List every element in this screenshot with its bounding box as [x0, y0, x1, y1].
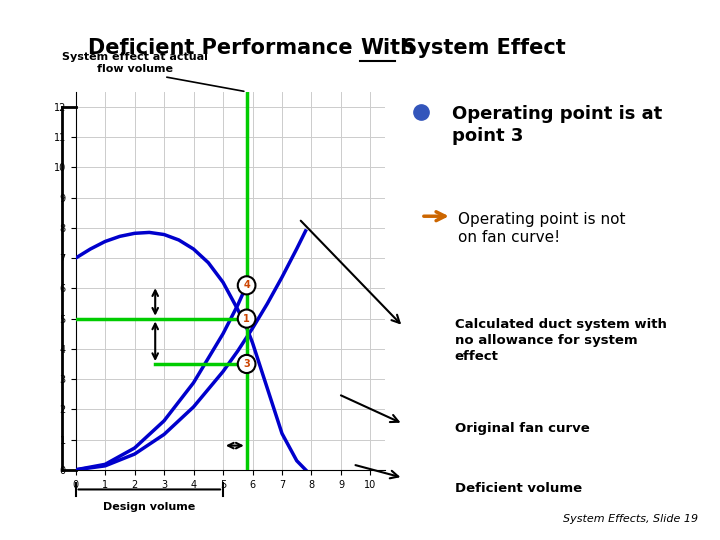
Text: Operating point is at
point 3: Operating point is at point 3 — [451, 105, 662, 145]
Text: Operating point is not
on fan curve!: Operating point is not on fan curve! — [458, 212, 625, 245]
Text: Design volume: Design volume — [103, 502, 195, 511]
Text: Deficient Performance: Deficient Performance — [88, 38, 360, 58]
Text: Deficient volume: Deficient volume — [455, 482, 582, 495]
Circle shape — [238, 276, 256, 294]
Text: 1: 1 — [243, 314, 250, 323]
Text: Original fan curve: Original fan curve — [455, 422, 590, 435]
Text: System Effect: System Effect — [395, 38, 565, 58]
Circle shape — [238, 355, 256, 373]
Text: Calculated duct system with
no allowance for system
effect: Calculated duct system with no allowance… — [455, 319, 667, 363]
Text: 4: 4 — [243, 280, 250, 291]
Text: System Effects, Slide 19: System Effects, Slide 19 — [563, 515, 698, 524]
Text: System effect at actual
flow volume: System effect at actual flow volume — [62, 52, 207, 73]
Circle shape — [238, 309, 256, 328]
Text: 3: 3 — [243, 359, 250, 369]
Text: With: With — [360, 38, 415, 58]
